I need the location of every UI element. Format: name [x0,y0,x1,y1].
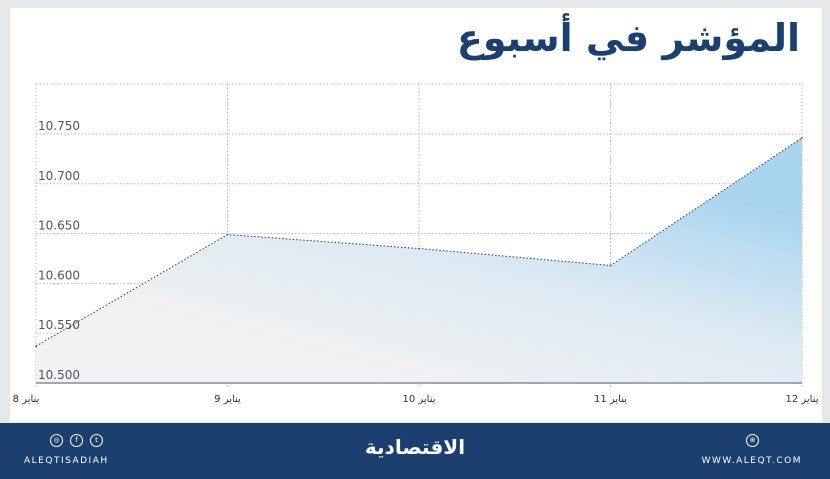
y-tick-label: 10.750 [38,119,80,133]
y-tick-label: 10.650 [38,219,80,233]
x-tick-label: 9 يناير [214,394,241,405]
y-tick-label: 10.700 [38,169,80,183]
data-point [609,264,612,267]
globe-icon[interactable]: ⊛ [746,434,759,447]
footer: ◎ f t ALEQTISADIAH الاقتصادية ⊛ WWW.ALEQ… [0,423,830,479]
x-tick-label: 10 يناير [402,394,435,405]
data-point [801,137,803,139]
website-link[interactable]: WWW.ALEQT.COM [701,456,802,466]
area-fill [36,137,802,383]
y-tick-label: 10.500 [38,368,80,382]
twitter-icon[interactable]: t [90,434,103,447]
chart-title: المؤشر في أسبوع [456,16,800,60]
x-tick-label: 12 يناير [785,394,818,405]
instagram-icon[interactable]: ◎ [50,434,63,447]
y-tick-label: 10.600 [38,268,80,282]
data-point [418,247,420,250]
y-tick-label: 10.550 [38,318,80,332]
social-handle[interactable]: ALEQTISADIAH [24,456,109,466]
data-point [226,233,229,236]
x-tick-label: 11 يناير [594,394,627,405]
x-tick-label: 8 يناير [13,394,40,405]
area-chart: 10.500 10.550 10.600 10.650 10.700 10.750 8 ين… [13,83,819,405]
facebook-icon[interactable]: f [70,434,83,447]
data-point [35,345,37,347]
logo: الاقتصادية [364,435,466,459]
